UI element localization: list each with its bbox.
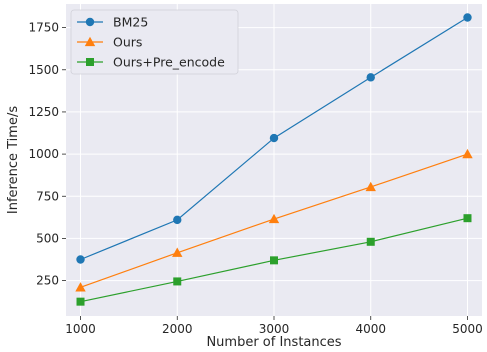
data-point	[366, 73, 375, 82]
data-point	[463, 214, 472, 223]
data-point	[76, 255, 85, 264]
legend-label: Ours	[113, 35, 142, 50]
x-tick-label: 3000	[259, 322, 290, 336]
data-point	[76, 297, 85, 306]
y-tick-label: 1500	[28, 63, 59, 77]
y-tick-label: 750	[36, 189, 59, 203]
series-ours	[75, 148, 473, 292]
data-point	[269, 133, 279, 143]
data-point	[366, 237, 375, 246]
legend-item: Ours+Pre_encode	[77, 55, 225, 70]
x-axis-label: Number of Instances	[206, 335, 341, 350]
y-tick-label: 1750	[28, 21, 59, 35]
y-axis-label: Inference Time/s	[6, 106, 21, 214]
data-point	[270, 256, 278, 265]
y-tick-label: 1000	[28, 147, 59, 161]
series-bm25	[76, 13, 472, 264]
y-tick-label: 250	[36, 274, 59, 288]
series-ours-pre-encode	[76, 214, 472, 306]
data-point	[75, 282, 86, 292]
x-tick-label: 1000	[65, 322, 96, 336]
legend-marker	[84, 36, 96, 47]
data-point	[172, 247, 183, 257]
x-tick-label: 2000	[162, 322, 193, 336]
grid-lines	[66, 4, 482, 316]
y-tick-label: 1250	[28, 105, 59, 119]
legend-marker	[86, 58, 94, 66]
legend-label: Ours+Pre_encode	[113, 55, 225, 70]
y-tick-label: 500	[36, 231, 59, 245]
legend-item: Ours	[77, 35, 142, 50]
data-point	[365, 181, 376, 192]
x-tick-label: 4000	[355, 322, 386, 336]
data-point	[463, 13, 472, 22]
legend: BM25 Ours Ours+Pre_encode	[70, 9, 239, 75]
x-axis-ticks: 1000 2000 3000 4000 5000	[65, 316, 483, 336]
data-point	[462, 148, 473, 159]
legend-label: BM25	[113, 15, 148, 30]
x-tick-label: 5000	[452, 322, 483, 336]
data-point	[173, 277, 182, 286]
series-layer	[75, 13, 473, 306]
data-point	[173, 215, 182, 225]
data-point	[268, 213, 280, 224]
legend-marker	[85, 17, 95, 27]
y-axis-ticks: 250 500 750 1000 1250 1500 1750	[28, 21, 66, 288]
legend-box	[70, 9, 239, 75]
legend-item: BM25	[77, 15, 148, 30]
